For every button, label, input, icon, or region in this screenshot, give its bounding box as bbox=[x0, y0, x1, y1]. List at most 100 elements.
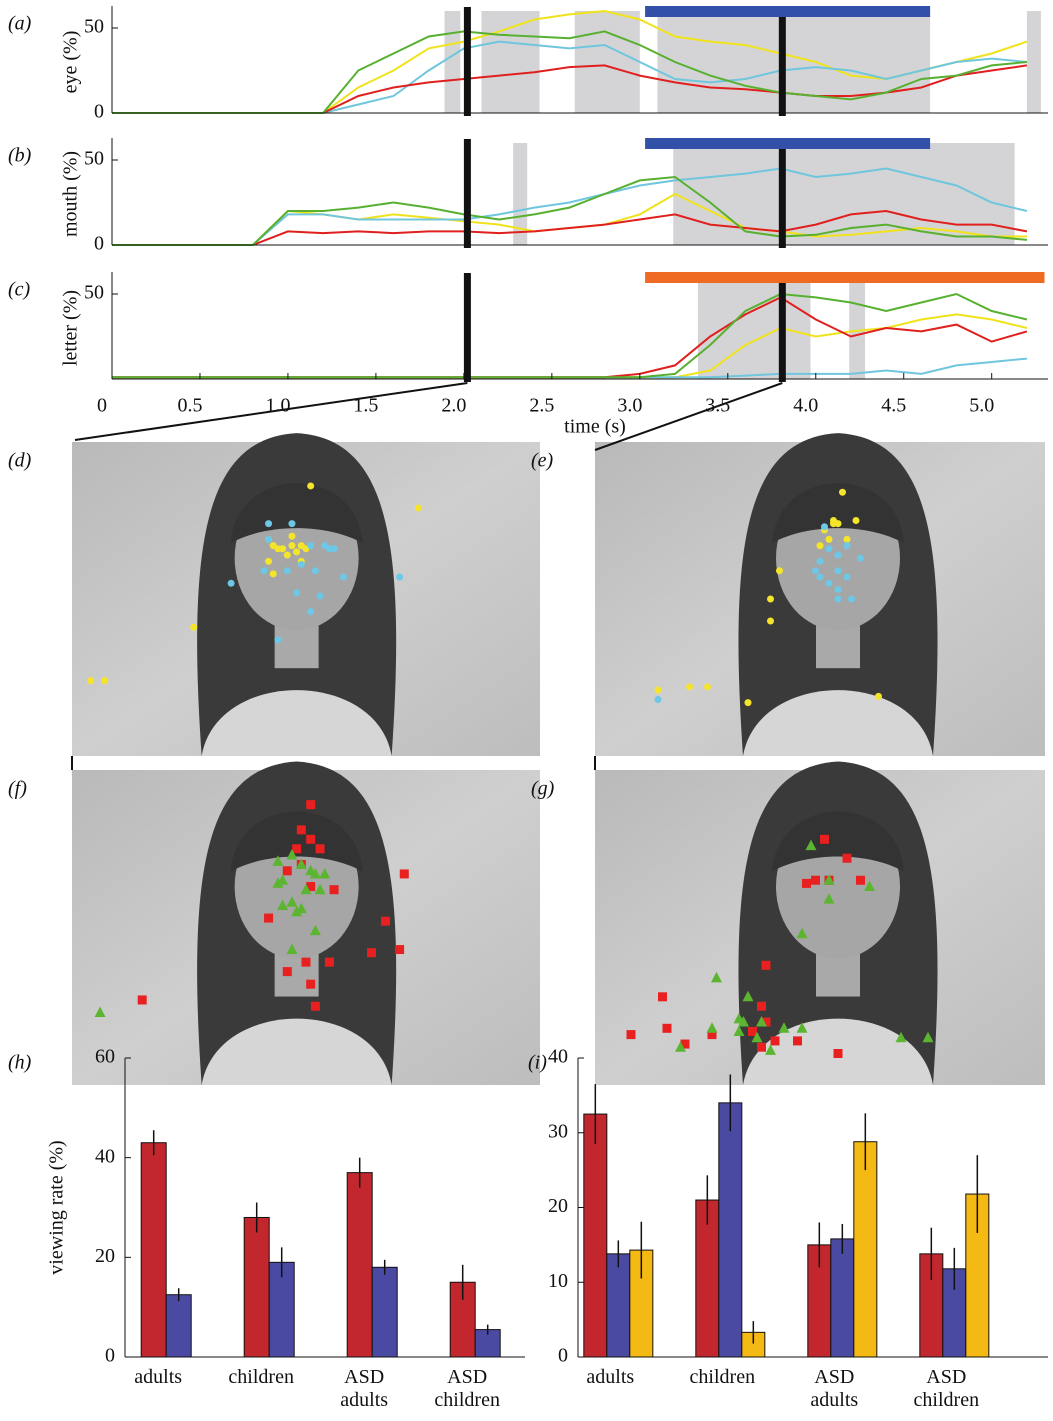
gaze-point bbox=[823, 893, 835, 904]
bar bbox=[140, 1142, 167, 1358]
panel-label: (c) bbox=[8, 279, 31, 301]
x-tick-label: 0.5 bbox=[177, 395, 202, 417]
x-tick-label: 4.5 bbox=[881, 395, 906, 417]
gaze-point bbox=[286, 943, 298, 955]
x-tick-label: 1.5 bbox=[353, 395, 378, 417]
gaze-point bbox=[770, 1036, 780, 1046]
gaze-point bbox=[796, 927, 808, 939]
gaze-point bbox=[295, 858, 307, 869]
gaze-point bbox=[748, 1026, 757, 1036]
y-tick-label: 20 bbox=[548, 1195, 568, 1217]
gaze-point bbox=[848, 595, 855, 603]
gaze-point bbox=[821, 523, 828, 531]
gaze-point bbox=[279, 545, 287, 553]
gaze-point bbox=[381, 916, 391, 926]
panel-label: (d) bbox=[8, 450, 32, 472]
gaze-point bbox=[101, 677, 109, 685]
gaze-point bbox=[820, 834, 829, 844]
gaze-point bbox=[675, 1041, 686, 1052]
panel-label: (h) bbox=[8, 1052, 32, 1074]
gaze-point bbox=[309, 867, 321, 879]
y-tick-label: 40 bbox=[95, 1145, 115, 1167]
gaze-point bbox=[283, 567, 291, 575]
gaze-point bbox=[680, 1039, 690, 1049]
gaze-point bbox=[765, 1044, 776, 1055]
gaze-point bbox=[288, 532, 296, 540]
photo-fringe bbox=[230, 483, 363, 544]
x-tick-label: 2.5 bbox=[529, 395, 554, 417]
gaze-point bbox=[767, 617, 774, 625]
interval-bar bbox=[645, 6, 931, 17]
gaze-point bbox=[816, 557, 824, 565]
gaze-point bbox=[288, 520, 296, 528]
y-tick-label: 10 bbox=[548, 1270, 568, 1292]
gaze-point bbox=[767, 595, 774, 603]
gaze-point bbox=[857, 554, 864, 562]
gaze-point bbox=[306, 882, 316, 892]
gaze-point bbox=[707, 1030, 717, 1040]
gaze-point bbox=[339, 573, 347, 581]
gaze-point bbox=[264, 913, 274, 923]
gaze-point bbox=[816, 542, 824, 550]
bar bbox=[474, 1329, 501, 1358]
gaze-point bbox=[744, 699, 752, 707]
gaze-point bbox=[282, 866, 292, 876]
gaze-point bbox=[293, 548, 301, 556]
gaze-point bbox=[654, 695, 662, 703]
gaze-point bbox=[823, 874, 835, 885]
gaze-point bbox=[812, 567, 819, 575]
gaze-point bbox=[757, 1001, 766, 1011]
series-line bbox=[112, 292, 1028, 379]
gaze-point bbox=[297, 542, 305, 550]
y-tick-label: 30 bbox=[548, 1120, 568, 1142]
photo-fringe bbox=[772, 483, 904, 544]
gaze-point bbox=[310, 1001, 320, 1011]
gaze-point bbox=[324, 957, 334, 967]
gaze-point bbox=[825, 579, 833, 587]
gaze-point bbox=[265, 520, 273, 528]
shaded-interval bbox=[1026, 11, 1041, 113]
gaze-point bbox=[834, 551, 842, 559]
gaze-point bbox=[272, 877, 284, 888]
gaze-point bbox=[825, 535, 833, 543]
gaze-point bbox=[395, 945, 405, 955]
gaze-point bbox=[306, 800, 316, 810]
gaze-point bbox=[297, 560, 305, 568]
y-axis-label: eye (%) bbox=[60, 31, 82, 94]
photo-fringe bbox=[230, 811, 363, 872]
connector-line bbox=[74, 382, 468, 441]
y-axis-label: letter (%) bbox=[60, 290, 82, 366]
series-line bbox=[112, 209, 1028, 246]
y-tick-label: 0 bbox=[94, 233, 104, 255]
gaze-point bbox=[922, 1031, 934, 1043]
x-tick-label: 1.0 bbox=[265, 395, 290, 417]
gaze-point bbox=[307, 542, 315, 550]
y-axis-label: viewing rate (%) bbox=[46, 1140, 68, 1274]
gaze-point bbox=[296, 825, 306, 835]
gaze-point bbox=[307, 608, 315, 616]
gaze-point bbox=[288, 542, 296, 550]
panel-label: (a) bbox=[8, 13, 32, 35]
x-tick-label: children bbox=[228, 1366, 294, 1388]
y-tick-label: 50 bbox=[84, 148, 104, 170]
gaze-point bbox=[269, 542, 277, 550]
gaze-point bbox=[658, 992, 667, 1002]
gaze-point bbox=[626, 1030, 636, 1040]
x-tick-label: 0 bbox=[97, 395, 107, 417]
bar bbox=[583, 1113, 608, 1358]
gaze-point bbox=[757, 1042, 766, 1052]
bar bbox=[718, 1102, 743, 1358]
gaze-point bbox=[306, 979, 316, 989]
x-tick-label: 4.0 bbox=[793, 395, 818, 417]
gaze-point bbox=[756, 1016, 767, 1027]
x-tick-label: ASD adults bbox=[340, 1366, 389, 1411]
gaze-point bbox=[269, 570, 277, 578]
gaze-point bbox=[704, 683, 711, 691]
gaze-point bbox=[843, 535, 851, 543]
series-line bbox=[112, 313, 1028, 379]
gaze-point bbox=[316, 592, 324, 600]
gaze-point bbox=[292, 844, 302, 854]
gaze-point bbox=[875, 692, 882, 700]
